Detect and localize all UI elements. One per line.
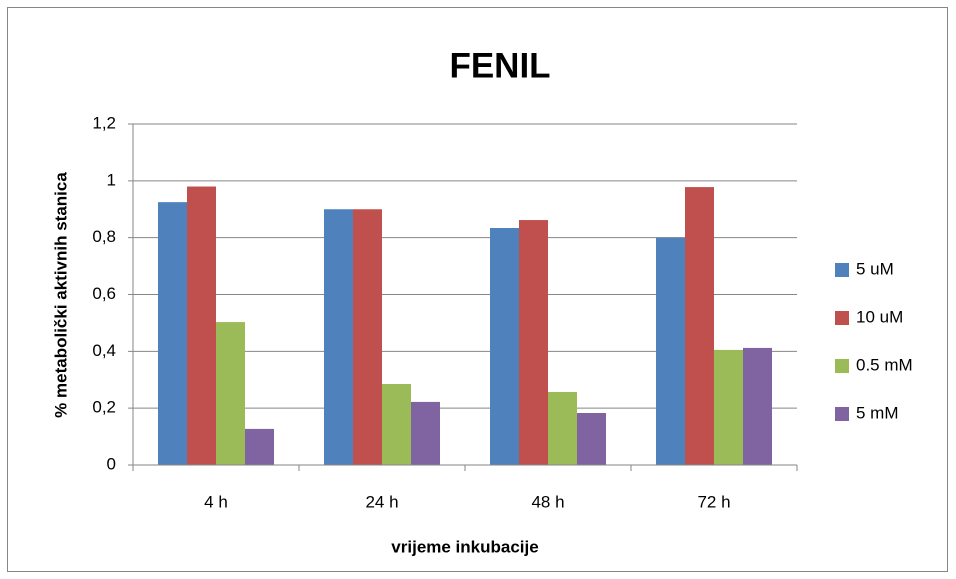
legend-label: 10 uM xyxy=(856,307,903,326)
bar xyxy=(714,349,743,465)
chart-border xyxy=(7,7,948,572)
bar xyxy=(490,228,519,465)
y-tick-label: 0,8 xyxy=(92,227,116,246)
bar xyxy=(411,401,440,465)
x-tick-label: 24 h xyxy=(365,492,398,511)
bar xyxy=(548,391,577,465)
y-axis-label: % metabolički aktivnih stanica xyxy=(51,172,70,418)
y-tick-label: 0 xyxy=(107,454,116,473)
bar xyxy=(216,322,245,465)
y-tick-label: 0,4 xyxy=(92,341,116,360)
legend-swatch xyxy=(835,311,849,325)
legend-swatch xyxy=(835,263,849,277)
legend-label: 5 uM xyxy=(856,259,894,278)
bar xyxy=(577,412,606,465)
y-tick-label: 0,2 xyxy=(92,398,116,417)
legend-label: 5 mM xyxy=(856,403,899,422)
bar xyxy=(324,209,353,465)
bar xyxy=(382,384,411,465)
x-axis-label: vrijeme inkubacije xyxy=(391,537,538,556)
x-tick-label: 48 h xyxy=(531,492,564,511)
bar xyxy=(656,237,685,465)
chart-title: FENIL xyxy=(449,46,550,85)
bar xyxy=(519,220,548,465)
legend-label: 0.5 mM xyxy=(856,355,913,374)
y-tick-label: 1 xyxy=(107,170,116,189)
bar xyxy=(743,347,772,465)
legend-swatch xyxy=(835,407,849,421)
y-tick-label: 0,6 xyxy=(92,284,116,303)
bar xyxy=(187,186,216,465)
x-tick-label: 4 h xyxy=(204,492,228,511)
x-tick-label: 72 h xyxy=(697,492,730,511)
y-tick-label: 1,2 xyxy=(92,113,116,132)
legend-swatch xyxy=(835,359,849,373)
bar xyxy=(245,428,274,465)
bar xyxy=(685,187,714,465)
bar xyxy=(158,202,187,466)
bar xyxy=(353,209,382,465)
